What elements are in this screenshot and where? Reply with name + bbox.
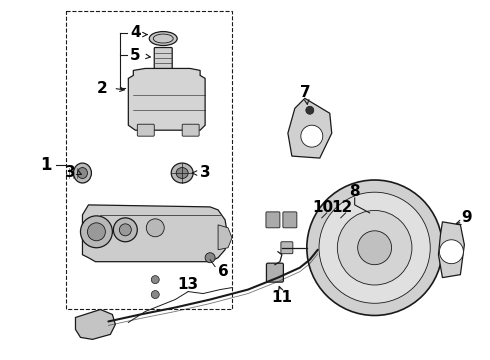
Text: 4: 4 [130, 25, 141, 40]
Circle shape [151, 291, 159, 298]
Circle shape [87, 223, 105, 241]
Polygon shape [288, 98, 332, 158]
Polygon shape [82, 205, 228, 262]
Text: 8: 8 [349, 184, 360, 199]
Text: 2: 2 [97, 81, 108, 96]
Text: 12: 12 [331, 201, 352, 215]
Polygon shape [75, 310, 115, 339]
Text: 10: 10 [312, 201, 333, 215]
Text: 1: 1 [40, 156, 51, 174]
Ellipse shape [77, 167, 87, 179]
Circle shape [205, 253, 215, 263]
Circle shape [301, 125, 323, 147]
FancyBboxPatch shape [137, 124, 154, 136]
Circle shape [440, 240, 464, 264]
FancyBboxPatch shape [283, 212, 297, 228]
FancyBboxPatch shape [281, 242, 293, 254]
Ellipse shape [171, 163, 193, 183]
Text: 5: 5 [130, 48, 141, 63]
Text: 9: 9 [461, 210, 472, 225]
Ellipse shape [149, 32, 177, 45]
Circle shape [306, 106, 314, 114]
Bar [66, 11, 232, 310]
Text: 3: 3 [200, 165, 210, 180]
Circle shape [358, 231, 392, 265]
Text: 3: 3 [65, 165, 76, 180]
Circle shape [319, 192, 430, 303]
Circle shape [151, 276, 159, 284]
Ellipse shape [74, 163, 92, 183]
Circle shape [113, 218, 137, 242]
Circle shape [80, 216, 112, 248]
FancyBboxPatch shape [182, 124, 199, 136]
Polygon shape [218, 225, 232, 250]
Text: 13: 13 [177, 277, 199, 292]
Circle shape [307, 180, 442, 315]
Text: 6: 6 [218, 264, 228, 279]
Polygon shape [128, 68, 205, 130]
FancyBboxPatch shape [266, 212, 280, 228]
Circle shape [120, 224, 131, 236]
Circle shape [147, 219, 164, 237]
Text: 7: 7 [299, 85, 310, 100]
Polygon shape [439, 222, 465, 278]
Text: 11: 11 [271, 290, 293, 305]
FancyBboxPatch shape [154, 48, 172, 71]
Ellipse shape [176, 167, 188, 179]
FancyBboxPatch shape [267, 263, 283, 282]
Circle shape [337, 211, 412, 285]
